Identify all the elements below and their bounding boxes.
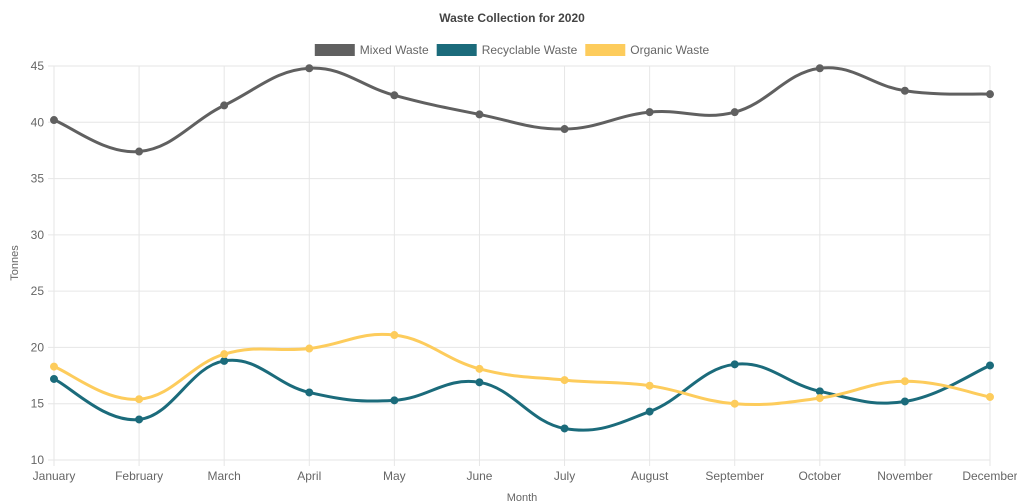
- data-point-mixed-waste[interactable]: [390, 91, 399, 100]
- data-point-recyclable-waste[interactable]: [305, 388, 314, 397]
- data-point-organic-waste[interactable]: [390, 331, 399, 340]
- grid: [48, 65, 991, 466]
- data-point-recyclable-waste[interactable]: [390, 396, 399, 405]
- legend-swatch: [585, 44, 626, 56]
- data-point-organic-waste[interactable]: [730, 399, 739, 408]
- x-tick-label: October: [798, 469, 841, 483]
- x-tick-label: March: [208, 469, 241, 483]
- legend-item-organic-waste[interactable]: Organic Waste: [585, 43, 710, 57]
- x-tick-label: February: [115, 469, 163, 483]
- legend-label: Organic Waste: [630, 43, 709, 57]
- data-point-organic-waste[interactable]: [135, 395, 144, 404]
- y-tick-label: 35: [31, 172, 45, 186]
- chart-title: Waste Collection for 2020: [439, 11, 585, 25]
- series-mixed-waste: [50, 64, 994, 156]
- data-point-mixed-waste[interactable]: [50, 116, 58, 125]
- x-axis-title: Month: [507, 492, 538, 502]
- data-point-organic-waste[interactable]: [50, 362, 58, 371]
- data-point-mixed-waste[interactable]: [475, 110, 484, 119]
- data-point-recyclable-waste[interactable]: [50, 374, 58, 383]
- series-recyclable-waste: [50, 356, 994, 433]
- data-point-mixed-waste[interactable]: [986, 90, 994, 99]
- data-point-mixed-waste[interactable]: [305, 64, 314, 73]
- data-point-recyclable-waste[interactable]: [900, 397, 909, 406]
- data-point-recyclable-waste[interactable]: [986, 361, 994, 370]
- x-axis-ticks: January February March April May June July Augu…: [33, 469, 1017, 483]
- y-tick-label: 20: [31, 340, 45, 354]
- series-organic-waste: [50, 331, 994, 408]
- y-tick-label: 25: [31, 284, 45, 298]
- data-point-mixed-waste[interactable]: [900, 86, 909, 95]
- data-point-organic-waste[interactable]: [900, 377, 909, 386]
- data-point-organic-waste[interactable]: [475, 364, 484, 373]
- data-point-organic-waste[interactable]: [986, 392, 994, 401]
- y-tick-label: 15: [31, 397, 45, 411]
- x-tick-label: September: [705, 469, 764, 483]
- data-point-recyclable-waste[interactable]: [730, 360, 739, 369]
- y-tick-label: 10: [31, 453, 45, 467]
- data-point-mixed-waste[interactable]: [815, 64, 824, 73]
- x-tick-label: May: [383, 469, 406, 483]
- data-point-mixed-waste[interactable]: [645, 108, 654, 117]
- data-point-organic-waste[interactable]: [645, 381, 654, 390]
- series-line-organic-waste: [53, 332, 991, 407]
- y-tick-label: 30: [31, 228, 45, 242]
- y-tick-label: 40: [31, 115, 45, 129]
- data-point-mixed-waste[interactable]: [730, 108, 739, 117]
- y-axis-title: Tonnes: [9, 245, 21, 281]
- y-tick-label: 45: [31, 59, 45, 73]
- legend-label: Mixed Waste: [360, 43, 429, 57]
- data-point-recyclable-waste[interactable]: [220, 356, 229, 365]
- x-tick-label: August: [631, 469, 669, 483]
- y-axis-ticks: 10 15 20 25 30 35 40 45: [31, 59, 45, 467]
- x-tick-label: December: [962, 469, 1017, 483]
- legend-item-recyclable-waste[interactable]: Recyclable Waste: [436, 43, 578, 57]
- data-point-organic-waste[interactable]: [815, 394, 824, 403]
- legend-swatch: [314, 44, 355, 56]
- series-line-mixed-waste: [53, 66, 991, 154]
- data-point-recyclable-waste[interactable]: [135, 415, 144, 424]
- x-tick-label: April: [297, 469, 321, 483]
- series-layer: [50, 64, 994, 433]
- data-point-organic-waste[interactable]: [560, 376, 569, 385]
- x-tick-label: June: [466, 469, 492, 483]
- x-tick-label: November: [877, 469, 932, 483]
- data-point-recyclable-waste[interactable]: [645, 407, 654, 416]
- data-point-mixed-waste[interactable]: [220, 101, 229, 110]
- data-point-mixed-waste[interactable]: [560, 125, 569, 134]
- x-tick-label: July: [554, 469, 575, 483]
- legend-swatch: [436, 44, 477, 56]
- legend-label: Recyclable Waste: [482, 43, 578, 57]
- data-point-recyclable-waste[interactable]: [560, 424, 569, 433]
- legend: Mixed Waste Recyclable Waste Organic Waste: [314, 43, 710, 57]
- data-point-mixed-waste[interactable]: [135, 147, 144, 156]
- data-point-organic-waste[interactable]: [220, 350, 229, 359]
- legend-item-mixed-waste[interactable]: Mixed Waste: [314, 43, 429, 57]
- data-point-organic-waste[interactable]: [305, 344, 314, 353]
- data-point-recyclable-waste[interactable]: [475, 378, 484, 387]
- x-tick-label: January: [33, 469, 76, 483]
- data-point-recyclable-waste[interactable]: [815, 387, 824, 396]
